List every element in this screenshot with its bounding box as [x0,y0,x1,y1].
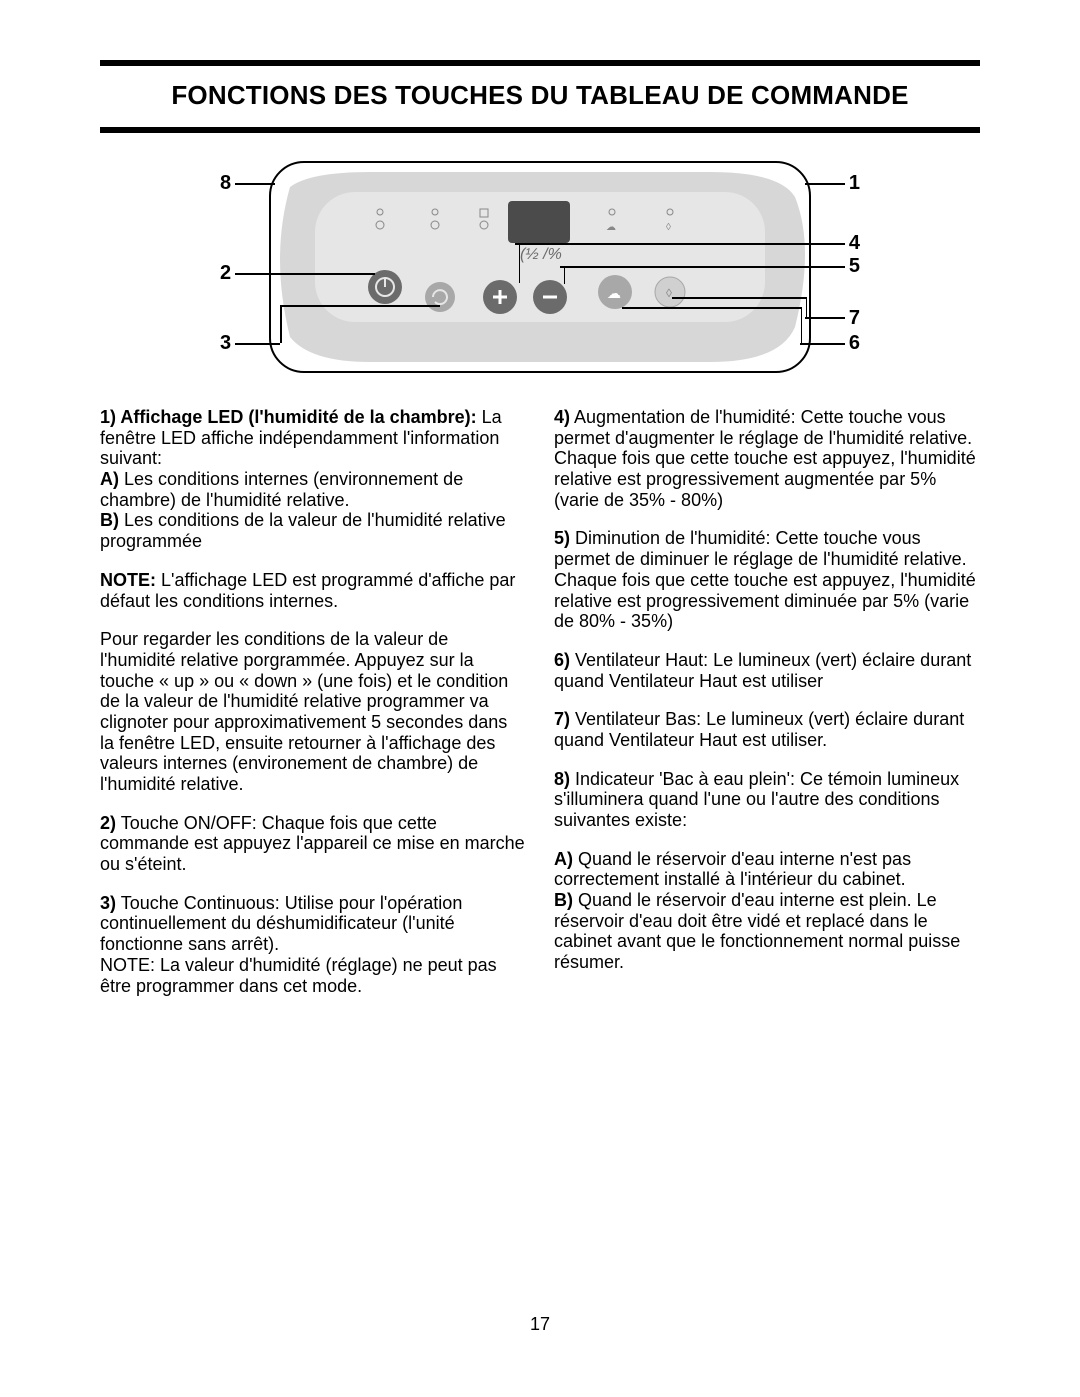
page-number: 17 [100,1314,980,1335]
text: Augmentation de l'humidité: Cette touche… [554,407,976,510]
lead [235,343,280,345]
left-column: 1) Affichage LED (l'humidité de la chamb… [100,407,526,1014]
callout-6: 6 [849,332,860,355]
text: Ventilateur Bas: Le lumineux (vert) écla… [554,709,964,750]
text: Ventilateur Haut: Le lumineux (vert) écl… [554,650,971,691]
callout-3: 3 [220,332,231,355]
control-panel-diagram: ☁ ◊ (½ /% [220,157,860,377]
label: 1) Affichage LED (l'humidité de la chamb… [100,407,477,427]
lead [672,297,807,299]
callout-7: 7 [849,307,860,330]
label: 3) [100,893,116,913]
lead [519,243,521,283]
svg-text:☁: ☁ [607,285,621,301]
item-6: 6) Ventilateur Haut: Le lumineux (vert) … [554,650,980,691]
label: NOTE: [100,570,156,590]
lead [801,307,803,343]
lead [564,266,566,284]
rule-bottom [100,127,980,133]
label: 4) [554,407,570,427]
svg-text:◊: ◊ [666,222,671,233]
text: Touche ON/OFF: Chaque fois que cette com… [100,813,525,874]
label: 8) [554,769,570,789]
lead [515,243,845,245]
label: A) [100,469,119,489]
text: Touche Continuous: Utilise pour l'opérat… [100,893,462,954]
item-1: 1) Affichage LED (l'humidité de la chamb… [100,407,526,552]
label: B) [100,510,119,530]
continuous-button-icon [425,282,455,312]
lead [800,343,845,345]
callout-2: 2 [220,262,231,285]
item-7: 7) Ventilateur Bas: Le lumineux (vert) é… [554,709,980,750]
text: L'affichage LED est programmé d'affiche … [100,570,515,611]
lead [235,273,375,275]
item-2: 2) Touche ON/OFF: Chaque fois que cette … [100,813,526,875]
callout-5: 5 [849,255,860,278]
lead [805,183,845,185]
callout-8: 8 [220,172,231,195]
text: Les conditions internes (environnement d… [100,469,463,510]
display-label: (½ /% [520,246,562,263]
label: A) [554,849,573,869]
text: Quand le réservoir d'eau interne est ple… [554,890,960,972]
lead [235,183,275,185]
label: 5) [554,528,570,548]
label: 2) [100,813,116,833]
para-instructions: Pour regarder les conditions de la valeu… [100,629,526,795]
text: NOTE: La valeur d'humidité (réglage) ne … [100,955,497,996]
label: 7) [554,709,570,729]
callout-4: 4 [849,232,860,255]
label: B) [554,890,573,910]
page-title: FONCTIONS DES TOUCHES DU TABLEAU DE COMM… [100,66,980,127]
note-1: NOTE: L'affichage LED est programmé d'af… [100,570,526,611]
led-display [508,201,570,243]
lead [280,305,282,343]
label: 6) [554,650,570,670]
text: Les conditions de la valeur de l'humidit… [100,510,506,551]
text: Indicateur 'Bac à eau plein': Ce témoin … [554,769,959,830]
item-4: 4) Augmentation de l'humidité: Cette tou… [554,407,980,510]
svg-text:☁: ☁ [606,222,616,233]
diagram-wrap: ☁ ◊ (½ /% [100,157,980,377]
text-columns: 1) Affichage LED (l'humidité de la chamb… [100,407,980,1014]
right-column: 4) Augmentation de l'humidité: Cette tou… [554,407,980,1014]
item-5: 5) Diminution de l'humidité: Cette touch… [554,528,980,631]
lead [280,305,440,307]
page: FONCTIONS DES TOUCHES DU TABLEAU DE COMM… [0,0,1080,1375]
lead [622,307,802,309]
item-3: 3) Touche Continuous: Utilise pour l'opé… [100,893,526,996]
text: Diminution de l'humidité: Cette touche v… [554,528,976,631]
lead [805,317,845,319]
text: Quand le réservoir d'eau interne n'est p… [554,849,911,890]
lead [806,297,808,317]
item-8: 8) Indicateur 'Bac à eau plein': Ce témo… [554,769,980,831]
item-8-sub: A) Quand le réservoir d'eau interne n'es… [554,849,980,973]
callout-1: 1 [849,172,860,195]
lead [560,266,845,268]
